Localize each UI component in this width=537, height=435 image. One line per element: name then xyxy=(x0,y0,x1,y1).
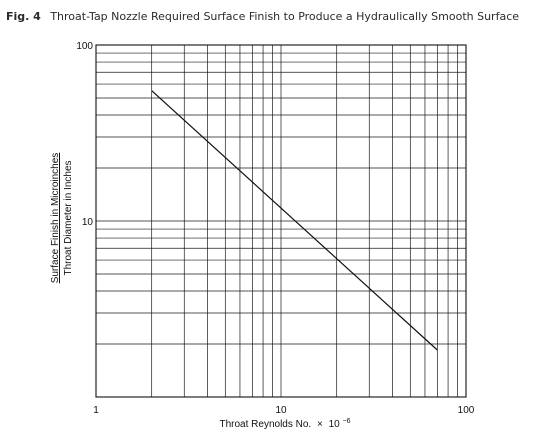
figure-caption-text: Throat-Tap Nozzle Required Surface Finis… xyxy=(49,10,519,23)
x-axis-label: Throat Reynolds No. × 10 −6 xyxy=(219,418,350,430)
x-axis-label-exponent: −6 xyxy=(343,418,351,425)
figure-caption: Fig. 4 Throat-Tap Nozzle Required Surfac… xyxy=(6,10,519,23)
grid-lines xyxy=(96,45,466,397)
plot-frame xyxy=(95,44,467,398)
x-axis-label-base: 10 xyxy=(329,419,341,430)
y-tick-label: 10 xyxy=(82,217,94,228)
y-tick-labels: 10 100 xyxy=(76,41,93,228)
y-axis-label: Surface Finish in Microinches Throat Dia… xyxy=(50,153,74,284)
x-tick-label: 1 xyxy=(93,405,99,416)
plot-area: 1 10 100 10 100 xyxy=(76,41,474,416)
x-tick-label: 10 xyxy=(275,405,287,416)
figure-number: Fig. 4 xyxy=(6,10,41,23)
x-tick-labels: 1 10 100 xyxy=(93,405,475,416)
y-tick-label: 100 xyxy=(76,41,93,52)
x-axis-label-times: × xyxy=(317,419,323,430)
data-series xyxy=(151,90,438,351)
y-axis-label-denominator: Throat Diameter in Inches xyxy=(63,160,74,275)
series-line xyxy=(151,90,438,351)
x-tick-label: 100 xyxy=(458,405,475,416)
x-axis-label-main: Throat Reynolds No. xyxy=(219,419,311,430)
y-axis-label-numerator: Surface Finish in Microinches xyxy=(50,153,61,284)
